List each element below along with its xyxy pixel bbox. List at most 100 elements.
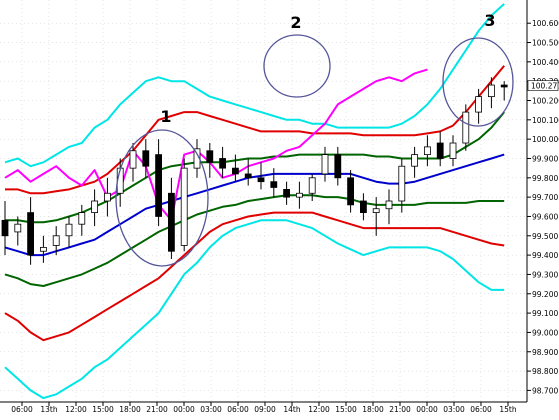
candle-body-bear: [270, 181, 278, 188]
y-tick-label: 99.700: [532, 193, 558, 202]
candle-body-bull: [129, 150, 137, 169]
candle-body-bear: [231, 167, 239, 175]
candle: [65, 216, 73, 248]
candle-body-bear: [347, 177, 355, 206]
candle-body-bear: [142, 150, 150, 167]
candle: [334, 146, 342, 186]
annotations: 1 2 3 100.277: [160, 11, 559, 126]
y-tick-label: 99.600: [532, 212, 558, 221]
candle-body-bull: [14, 223, 22, 233]
x-tick-label: 14th: [283, 405, 300, 414]
x-tick-label: 06:00: [227, 405, 249, 414]
y-tick-label: 98.800: [532, 367, 558, 376]
candle: [423, 135, 431, 167]
current-price-box: [527, 80, 559, 91]
candle-body-bull: [321, 154, 329, 175]
y-axis: 100.600100.500100.400100.300100.200100.1…: [527, 19, 559, 395]
x-tick-label: 21:00: [389, 405, 411, 414]
candle-body-bear: [206, 150, 214, 163]
series-line-4: [4, 194, 505, 287]
candle: [155, 139, 163, 227]
x-tick-label: 03:00: [200, 405, 222, 414]
current-price-label: 100.277: [531, 82, 559, 91]
candle-body-bear: [155, 154, 163, 217]
x-tick-label: 18:00: [362, 405, 384, 414]
y-tick-label: 100.600: [532, 19, 559, 28]
candle: [40, 235, 47, 263]
annotation-circle-1: [115, 129, 209, 267]
series-line-3: [4, 153, 505, 257]
series-line-5: [4, 211, 505, 342]
candle-body-bull: [449, 142, 457, 159]
candle-body-bear: [359, 200, 367, 213]
series-line-6: [4, 219, 505, 400]
x-tick-label: 06:00: [11, 405, 33, 414]
candle-body-bull: [78, 212, 86, 225]
candle-body-bear: [167, 192, 175, 252]
candle-body-bull: [104, 192, 111, 202]
candle: [411, 146, 419, 178]
candle: [142, 139, 150, 178]
candle-body-bear: [244, 173, 252, 179]
candle-body-bear: [257, 177, 265, 183]
candle: [231, 154, 239, 182]
y-tick-label: 99.900: [532, 154, 558, 163]
x-tick-label: 09:00: [254, 405, 276, 414]
candle: [462, 104, 470, 151]
candle: [91, 189, 98, 227]
annotation-circles: [115, 34, 514, 267]
candle: [321, 146, 329, 182]
candles: [1, 77, 508, 265]
x-tick-label: 06:00: [470, 405, 492, 414]
candle-body-bull: [423, 146, 431, 156]
candle: [500, 81, 508, 101]
candle: [487, 77, 495, 109]
series-line-1: [5, 65, 505, 195]
candle: [78, 204, 86, 236]
y-tick-label: 99.100: [532, 309, 558, 318]
candle: [359, 193, 367, 221]
y-tick-label: 99.300: [532, 270, 558, 279]
x-tick-label: 00:00: [173, 405, 195, 414]
candle-body-bull: [91, 200, 98, 213]
candle-body-bull: [385, 200, 393, 210]
x-tick-label: 12:00: [65, 405, 87, 414]
series-line-0: [4, 3, 505, 168]
candle-body-bull: [40, 246, 47, 252]
candle-body-bear: [1, 219, 9, 237]
x-tick-label: 21:00: [146, 405, 168, 414]
series-line-2: [5, 111, 505, 224]
x-tick-label: 15:00: [92, 405, 114, 414]
y-tick-label: 99.000: [532, 328, 558, 337]
y-tick-label: 100.000: [532, 135, 559, 144]
candle-body-bear: [27, 212, 35, 256]
candle: [129, 143, 137, 182]
candle: [283, 181, 291, 205]
candle-body-bull: [411, 154, 419, 167]
y-tick-label: 100.500: [532, 39, 559, 48]
y-tick-label: 100.400: [532, 58, 559, 67]
candle: [475, 88, 483, 124]
candle-body-bull: [372, 208, 380, 213]
annotation-label-3: 3: [484, 11, 495, 30]
candle: [436, 131, 444, 167]
x-tick-label: 12:00: [308, 405, 330, 414]
candle: [295, 181, 303, 209]
annotation-circle-2: [263, 34, 331, 98]
candle: [1, 201, 9, 256]
y-tick-label: 100.100: [532, 116, 559, 125]
candle: [167, 177, 175, 259]
candle-body-bull: [180, 167, 188, 246]
y-tick-label: 99.800: [532, 174, 558, 183]
y-tick-label: 98.900: [532, 348, 558, 357]
candle-body-bull: [65, 223, 73, 237]
y-tick-label: 98.700: [532, 386, 558, 395]
candle: [385, 189, 393, 225]
annotation-label-2: 2: [290, 13, 301, 32]
series-line-7: [4, 68, 428, 222]
candle-body-bear: [219, 158, 227, 169]
candle-body-bull: [116, 167, 124, 194]
candle: [27, 197, 35, 265]
candle-body-bear: [500, 84, 508, 88]
